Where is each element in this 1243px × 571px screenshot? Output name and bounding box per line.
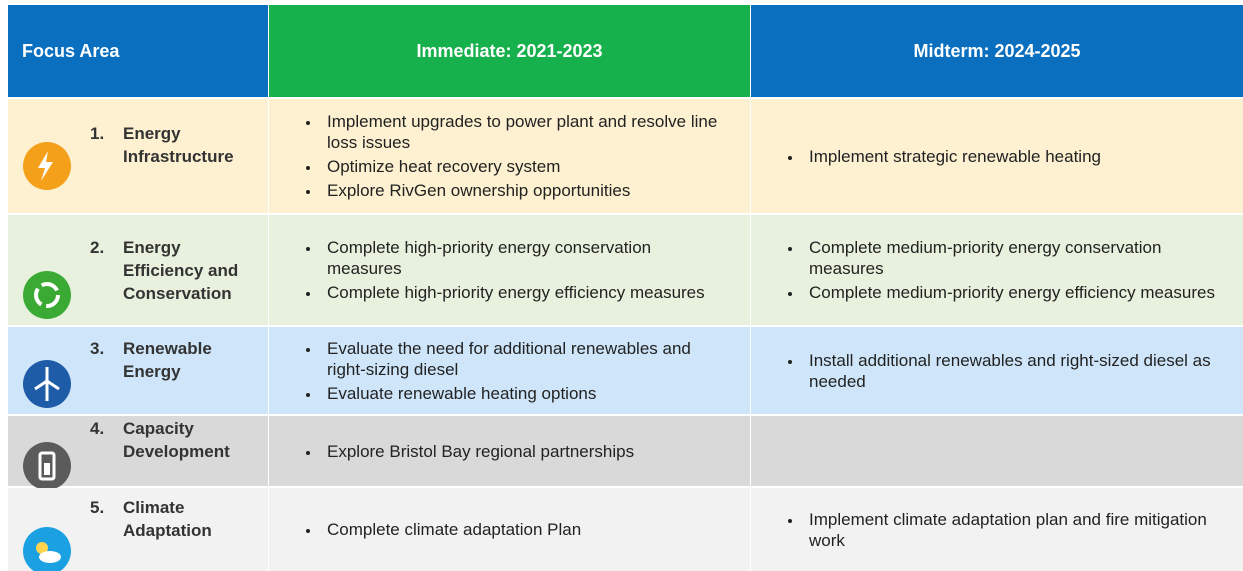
area-label: 3. Renewable Energy xyxy=(8,327,268,414)
bullet-list: Complete high-priority energy conservati… xyxy=(269,234,750,306)
midterm-cell: Implement climate adaptation plan and fi… xyxy=(751,488,1243,571)
area-label: 4. Capacity Development xyxy=(8,416,268,486)
area-number: 1. xyxy=(90,124,105,143)
icon xyxy=(23,442,71,490)
area-number: 3. xyxy=(90,338,105,358)
immediate-cell: Implement upgrades to power plant and re… xyxy=(269,99,750,213)
icon xyxy=(23,360,71,408)
area-cell: 2. Energy Efficiency and Conservation xyxy=(8,215,268,325)
midterm-cell: Implement strategic renewable heating xyxy=(751,99,1243,213)
bullet-list: Complete medium-priority energy conserva… xyxy=(751,234,1243,306)
area-cell: 4. Capacity Development xyxy=(8,416,268,490)
header-cell: Focus Area xyxy=(8,5,268,97)
area-cell: 1. Energy Infrastructure xyxy=(8,99,268,213)
icon xyxy=(23,142,71,190)
area-name: Energy Infrastructure xyxy=(123,124,234,166)
bullet-list: Implement climate adaptation plan and fi… xyxy=(751,506,1243,554)
area-name: Energy Efficiency and Conservation xyxy=(123,238,239,303)
bullet-item: Optimize heat recovery system xyxy=(321,156,730,177)
area-number: 4. xyxy=(90,419,105,438)
midterm-cell: Install additional renewables and right-… xyxy=(751,327,1243,414)
bullet-item: Complete high-priority energy conservati… xyxy=(321,237,730,279)
immediate-cell: Complete climate adaptation Plan xyxy=(269,488,750,571)
area-name: Capacity Development xyxy=(123,419,230,461)
area-name: Renewable Energy xyxy=(123,338,212,381)
immediate-cell: Complete high-priority energy conservati… xyxy=(269,215,750,325)
bullet-item: Evaluate the need for additional renewab… xyxy=(321,338,730,380)
area-number: 2. xyxy=(90,238,105,257)
bullet-item: Implement climate adaptation plan and fi… xyxy=(803,509,1223,551)
bullet-item: Implement upgrades to power plant and re… xyxy=(321,111,730,153)
area-cell: 5. Climate Adaptation xyxy=(8,488,268,571)
bullet-list: Evaluate the need for additional renewab… xyxy=(269,335,750,407)
area-number: 5. xyxy=(90,497,105,517)
area-name: Climate Adaptation xyxy=(123,497,212,540)
immediate-cell: Explore Bristol Bay regional partnership… xyxy=(269,416,750,486)
header-cell: Midterm: 2024-2025 xyxy=(751,5,1243,97)
bullet-item: Explore RivGen ownership opportunities xyxy=(321,180,730,201)
area-label: 1. Energy Infrastructure xyxy=(8,99,268,213)
bullet-list: Implement strategic renewable heating xyxy=(751,143,1121,170)
bullet-list: Explore Bristol Bay regional partnership… xyxy=(269,438,654,465)
area-label: 5. Climate Adaptation xyxy=(8,488,268,571)
bullet-item: Complete climate adaptation Plan xyxy=(321,519,581,540)
bullet-item: Complete medium-priority energy efficien… xyxy=(803,282,1223,303)
midterm-cell: Complete medium-priority energy conserva… xyxy=(751,215,1243,325)
area-label: 2. Energy Efficiency and Conservation xyxy=(8,215,268,325)
icon xyxy=(23,527,71,571)
immediate-cell: Evaluate the need for additional renewab… xyxy=(269,327,750,414)
bullet-list: Install additional renewables and right-… xyxy=(751,347,1243,395)
bullet-list: Complete climate adaptation Plan xyxy=(269,516,601,543)
bullet-item: Install additional renewables and right-… xyxy=(803,350,1223,392)
bullet-item: Complete medium-priority energy conserva… xyxy=(803,237,1223,279)
bullet-item: Complete high-priority energy efficiency… xyxy=(321,282,730,303)
area-cell: 3. Renewable Energy xyxy=(8,327,268,414)
bullet-list: Implement upgrades to power plant and re… xyxy=(269,108,750,204)
icon xyxy=(23,271,71,319)
midterm-cell xyxy=(751,416,1243,486)
bullet-item: Explore Bristol Bay regional partnership… xyxy=(321,441,634,462)
bullet-item: Evaluate renewable heating options xyxy=(321,383,730,404)
header-cell: Immediate: 2021-2023 xyxy=(269,5,750,97)
bullet-item: Implement strategic renewable heating xyxy=(803,146,1101,167)
